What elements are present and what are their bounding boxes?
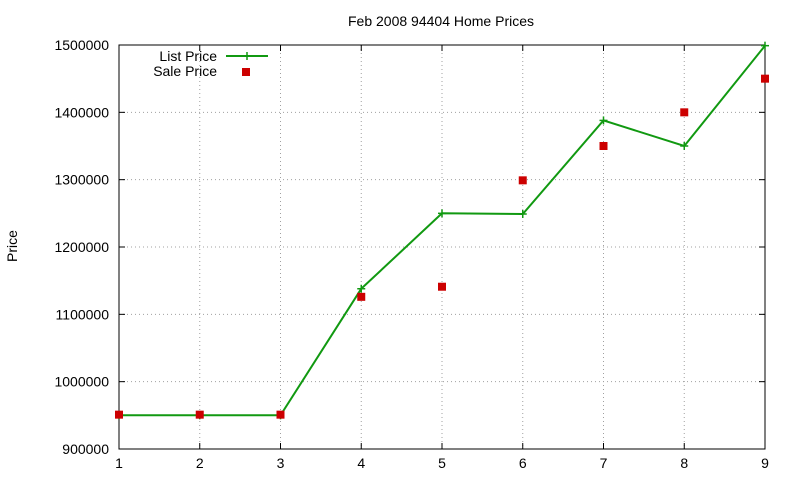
sale-price-point	[599, 142, 608, 150]
y-axis-label: Price	[4, 230, 20, 262]
list-price-point	[599, 116, 608, 125]
legend-sample-list-price	[226, 52, 268, 60]
x-tick-label: 1	[115, 455, 123, 471]
legend-marker-list-price	[243, 52, 251, 60]
legend: List Price Sale Price	[153, 48, 268, 79]
y-tick-label: 900000	[62, 441, 109, 457]
list-price-point	[680, 142, 689, 150]
y-tick-label: 1000000	[54, 374, 109, 390]
sale-price-point	[518, 176, 527, 185]
legend-sample-sale-price	[242, 68, 250, 76]
sale-price-point	[115, 410, 123, 419]
y-tick-label: 1400000	[54, 104, 109, 120]
x-tick-label: 3	[277, 455, 285, 471]
legend-marker-sale-price	[242, 68, 250, 76]
y-tick-label: 1300000	[54, 172, 109, 188]
sale-price-point	[357, 292, 366, 301]
y-tick-label: 1100000	[56, 306, 110, 322]
sale-price-point	[761, 74, 769, 83]
x-tick-label: 8	[680, 455, 688, 471]
list-price-point	[761, 41, 769, 50]
axis-layer: 900000 1000000 1100000 1200000 1300000 140000…	[54, 37, 769, 471]
x-tick-label: 7	[600, 455, 608, 471]
plot-frame	[118, 44, 766, 450]
y-tick-label: 1500000	[54, 37, 109, 53]
x-tick-label: 5	[438, 455, 446, 471]
chart-title: Feb 2008 94404 Home Prices	[348, 13, 534, 29]
x-tick-label: 6	[519, 455, 527, 471]
grid-layer	[119, 45, 765, 449]
x-tick-label: 9	[761, 455, 769, 471]
legend-label-list-price: List Price	[159, 48, 217, 64]
list-price-point	[357, 284, 366, 293]
sale-price-point	[680, 108, 689, 117]
sale-price-point	[438, 282, 446, 291]
series-layer	[115, 41, 769, 420]
sale-price-point	[195, 410, 204, 419]
x-tick-label: 4	[357, 455, 365, 471]
x-tick-label: 2	[196, 455, 204, 471]
sale-price-point	[276, 410, 285, 419]
legend-label-sale-price: Sale Price	[153, 63, 217, 79]
list-price-point	[438, 209, 446, 218]
list-price-point	[518, 210, 527, 219]
y-tick-label: 1200000	[54, 239, 109, 255]
